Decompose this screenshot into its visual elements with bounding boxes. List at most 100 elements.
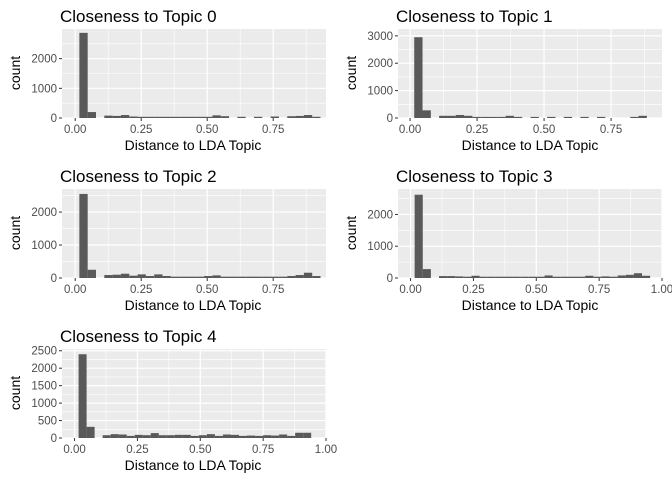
histogram-bar	[439, 115, 448, 118]
histogram-bar	[253, 276, 263, 278]
histogram-bar	[214, 435, 223, 438]
histogram-bar	[118, 434, 127, 438]
histogram-bar	[487, 276, 496, 278]
panel-background	[398, 189, 662, 278]
x-tick-label: 0.25	[462, 284, 484, 296]
y-tick-label: 2000	[367, 209, 393, 221]
histogram-bar	[238, 435, 248, 438]
histogram-bar	[112, 115, 121, 118]
y-tick-label: 1500	[31, 381, 57, 393]
histogram-bar	[79, 32, 88, 118]
histogram-bar	[472, 116, 481, 118]
histogram-bar	[447, 115, 456, 118]
histogram-bar	[547, 116, 556, 118]
histogram-bar	[126, 435, 135, 438]
histogram-bar	[154, 274, 163, 278]
histogram-bar	[179, 276, 188, 278]
histogram-bar	[422, 110, 431, 118]
histogram-bar	[112, 274, 121, 278]
histogram-bar	[568, 276, 578, 278]
x-tick-label: 0.25	[130, 284, 152, 296]
x-tick-label: 0.75	[262, 284, 284, 296]
histogram-bar	[247, 435, 256, 438]
histogram-bar	[195, 116, 205, 118]
x-tick-label: 0.50	[525, 284, 547, 296]
histogram-bar	[303, 115, 313, 118]
x-tick-label: 0.25	[466, 124, 488, 136]
histogram-bar	[158, 435, 167, 438]
histogram-bar	[312, 276, 321, 278]
x-tick-label: 0.00	[399, 124, 421, 136]
histogram-bar	[287, 116, 296, 118]
histogram-bar	[145, 276, 155, 278]
histogram-bar	[617, 275, 626, 278]
histogram-bar	[154, 116, 163, 118]
x-tick-label: 0.00	[399, 284, 421, 296]
histogram-bar	[86, 426, 95, 438]
histogram-bar	[528, 276, 537, 278]
histogram-bar	[471, 275, 480, 278]
histogram-bar	[102, 435, 111, 438]
histogram-bar	[303, 432, 312, 438]
y-axis-label: count	[7, 56, 23, 90]
histogram-bar	[78, 354, 87, 438]
histogram-bar	[295, 115, 304, 118]
histogram-bar	[129, 116, 138, 118]
histogram-bar	[87, 112, 96, 118]
histogram-bar	[271, 435, 280, 438]
histogram-bar	[150, 433, 159, 438]
histogram-bar	[137, 116, 146, 118]
histogram-bar	[204, 276, 213, 278]
histogram-bar	[438, 276, 448, 278]
histogram-bar	[120, 115, 130, 118]
histogram-bar	[195, 276, 205, 278]
y-tick-label: 2000	[31, 54, 57, 66]
histogram-bar	[505, 115, 514, 118]
histogram-bar	[479, 276, 488, 278]
panel-background	[398, 29, 662, 118]
histogram-bar	[495, 276, 504, 278]
y-tick-label: 1000	[31, 240, 57, 252]
histogram-bar	[287, 276, 296, 278]
x-tick-label: 0.25	[130, 124, 152, 136]
histogram-bar	[463, 276, 472, 278]
histogram-bar	[552, 276, 561, 278]
y-tick-label: 1000	[367, 86, 393, 98]
histogram-bar	[166, 435, 175, 438]
histogram-bar	[190, 435, 199, 438]
chart-title: Closeness to Topic 2	[60, 167, 217, 186]
histogram-bar	[536, 276, 545, 278]
y-tick-label: 0	[51, 113, 57, 125]
histogram-bar	[134, 434, 143, 438]
histogram-bar	[104, 115, 113, 118]
histogram-bar	[182, 434, 191, 438]
chart-title: Closeness to Topic 4	[60, 327, 217, 346]
y-tick-label: 2500	[31, 346, 57, 358]
chart-title: Closeness to Topic 3	[396, 167, 553, 186]
histogram-bar	[187, 116, 196, 118]
histogram-bar	[87, 269, 96, 278]
y-tick-label: 2000	[367, 58, 393, 70]
panel-background	[62, 349, 326, 438]
histogram-bar	[162, 116, 171, 118]
histogram-bar	[145, 116, 155, 118]
histogram-bar	[287, 435, 296, 438]
histogram-bar	[263, 435, 272, 438]
y-tick-label: 1000	[367, 241, 393, 253]
histogram-bar	[187, 276, 196, 278]
histogram-bar	[174, 434, 183, 438]
histogram-bar	[262, 276, 271, 278]
chart-panel-2: 0.00 0.25 0.50 0.75 0 1000 2000 Closeness to To…	[7, 167, 326, 313]
x-tick-label: 0.50	[196, 124, 218, 136]
x-axis-label: Distance to LDA Topic	[125, 457, 262, 473]
histogram-bar	[447, 276, 456, 278]
x-tick-label: 1.00	[315, 444, 337, 456]
histogram-bar	[609, 276, 618, 278]
y-axis-label: count	[343, 216, 359, 250]
histogram-bar	[212, 115, 221, 118]
histogram-bar	[222, 434, 231, 438]
histogram-bar	[253, 116, 263, 118]
chart-panel-3: 0.00 0.25 0.50 0.75 1.00 0 1000 2000 Closeness t…	[343, 167, 672, 313]
